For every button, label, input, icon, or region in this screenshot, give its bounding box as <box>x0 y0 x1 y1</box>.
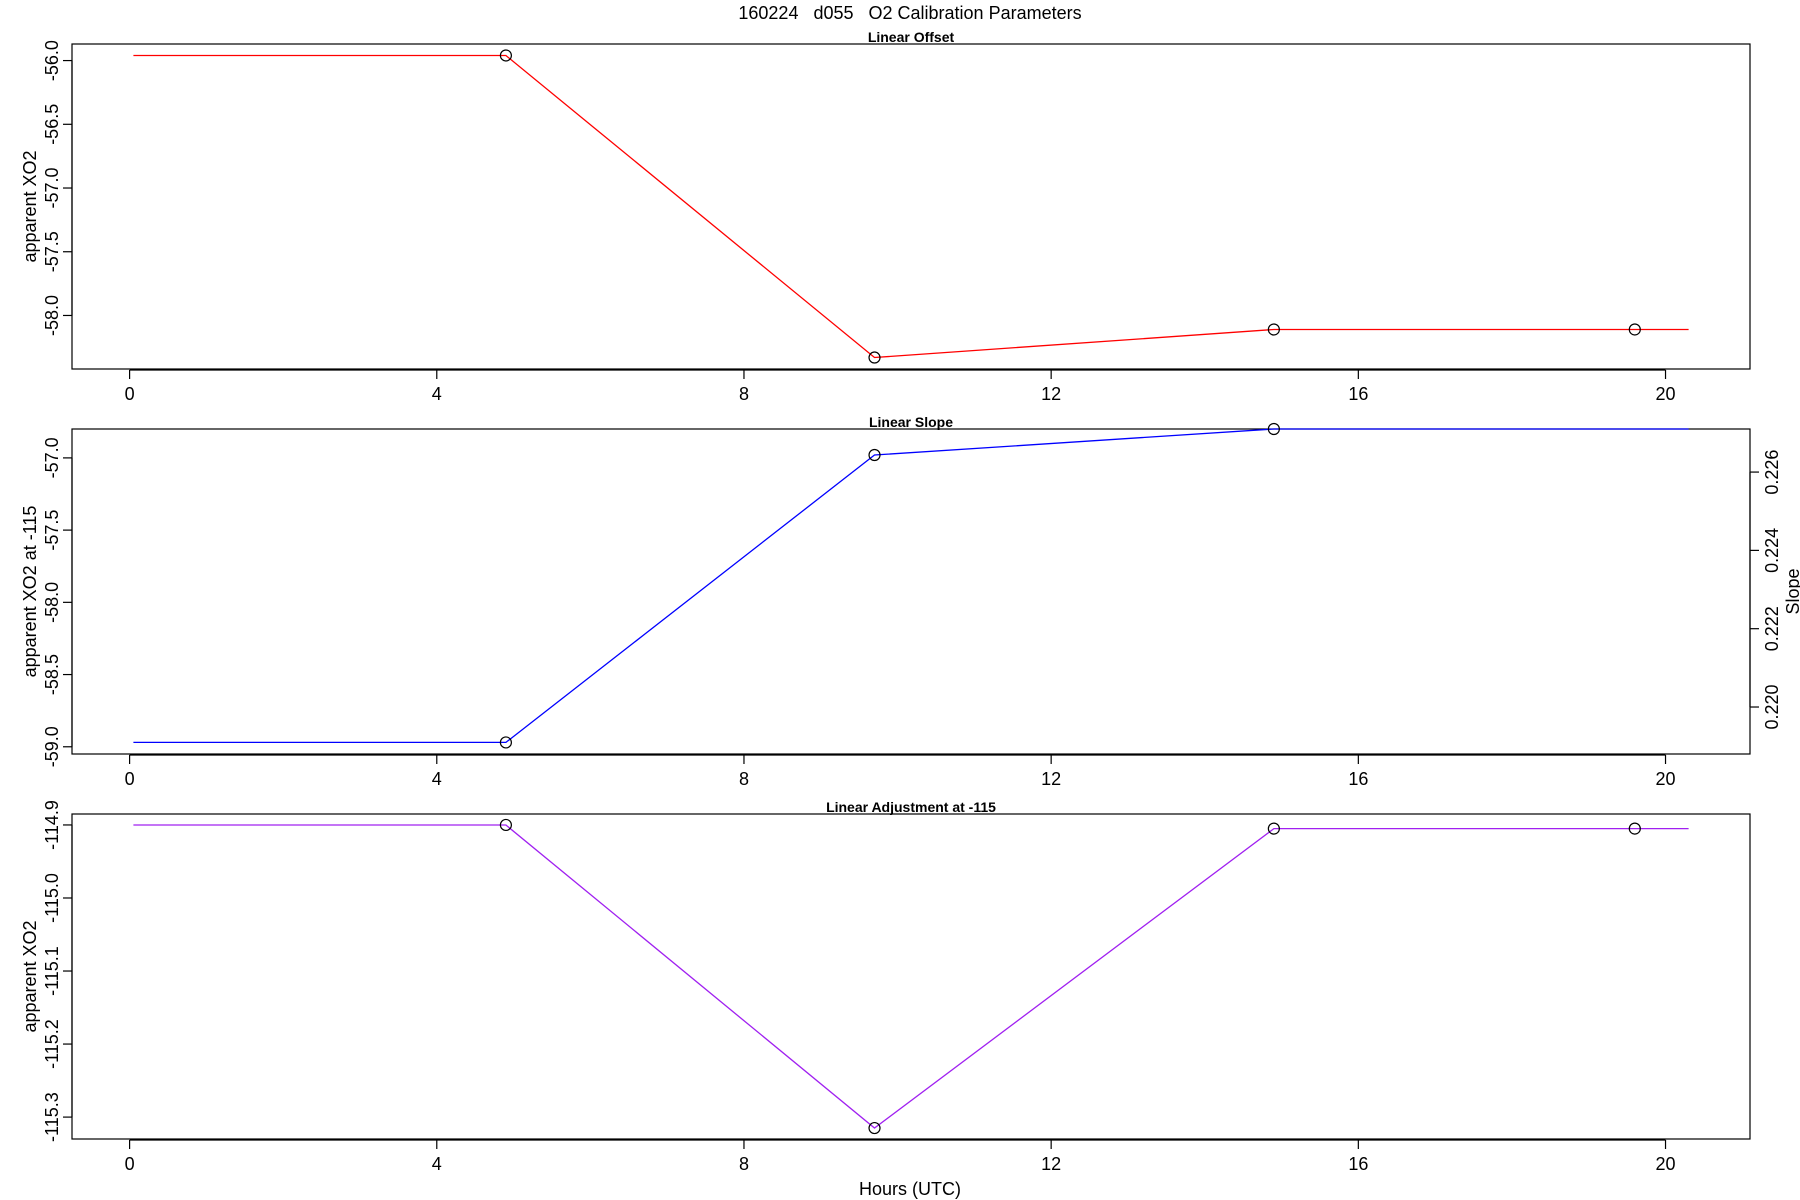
data-point <box>1628 822 1641 835</box>
series-line <box>133 428 1689 744</box>
x-tick-label: 12 <box>1041 1154 1061 1174</box>
x-tick-label: 8 <box>739 384 749 404</box>
y-tick-label: -115.2 <box>42 1019 62 1069</box>
y-tick-label: -57.5 <box>42 231 62 272</box>
y2-axis-label: Slope <box>1783 568 1800 614</box>
y-tick-label: -57.0 <box>42 168 62 209</box>
x-tick-label: 0 <box>125 384 135 404</box>
plot-frame <box>71 43 1751 370</box>
panel-2: Linear Slope 0 4 8 12 16 20 -57.0 -57.5 -58.0 -58.… <box>20 414 1800 789</box>
y-axis-label: apparent XO2 at -115 <box>20 506 40 678</box>
y-tick-label: -56.0 <box>42 40 62 81</box>
main-title: 160224 d055 O2 Calibration Parameters <box>738 3 1081 23</box>
x-tick-label: 16 <box>1348 769 1368 789</box>
x-tick-label: 12 <box>1041 769 1061 789</box>
data-point <box>868 1121 881 1135</box>
series-line <box>133 54 1689 359</box>
y-tick-label: -59.0 <box>42 726 62 767</box>
x-tick-label: 16 <box>1348 384 1368 404</box>
x-tick-label: 8 <box>739 769 749 789</box>
y-tick-label: -115.0 <box>42 873 62 923</box>
y-axis-label: apparent XO2 <box>20 920 40 1032</box>
x-tick-label: 8 <box>739 1154 749 1174</box>
plot-frame <box>71 813 1751 1140</box>
y-axis-label: apparent XO2 <box>20 150 40 262</box>
plot-frame <box>71 428 1751 755</box>
data-point <box>1628 323 1641 336</box>
y-tick-label: -58.5 <box>42 654 62 695</box>
x-tick-label: 20 <box>1656 1154 1676 1174</box>
data-point <box>1267 822 1280 835</box>
y-tick-label: -115.3 <box>42 1092 62 1142</box>
y-tick-label: -58.0 <box>42 582 62 623</box>
panels: Linear Offset 0 4 8 12 16 20 -56.0 -56.5 -57.0 -57… <box>20 29 1800 1174</box>
data-point <box>499 818 512 832</box>
y2-tick-label: 0.224 <box>1762 528 1782 573</box>
panel-3: Linear Adjustment at -115 0 4 8 12 16 20 -114.9… <box>20 799 1751 1174</box>
x-tick-label: 16 <box>1348 1154 1368 1174</box>
panel-title: Linear Adjustment at -115 <box>826 799 996 815</box>
y-tick-label: -115.1 <box>42 946 62 996</box>
panel-title: Linear Offset <box>868 29 955 45</box>
y-tick-label: -57.5 <box>42 510 62 551</box>
y2-tick-label: 0.220 <box>1762 684 1782 729</box>
panel-1: Linear Offset 0 4 8 12 16 20 -56.0 -56.5 -57.0 -57… <box>20 29 1751 404</box>
data-point <box>868 448 881 462</box>
y-tick-label: -57.0 <box>42 437 62 478</box>
x-axis-label: Hours (UTC) <box>859 1179 961 1199</box>
x-tick-label: 4 <box>432 384 442 404</box>
data-point <box>499 736 512 749</box>
x-tick-label: 4 <box>432 769 442 789</box>
y2-tick-label: 0.226 <box>1762 450 1782 495</box>
x-tick-label: 0 <box>125 1154 135 1174</box>
series-line <box>133 824 1689 1129</box>
x-tick-label: 0 <box>125 769 135 789</box>
x-tick-label: 20 <box>1656 384 1676 404</box>
data-point <box>499 49 512 62</box>
y-tick-label: -56.5 <box>42 104 62 145</box>
y2-tick-label: 0.222 <box>1762 606 1782 651</box>
x-tick-label: 20 <box>1656 769 1676 789</box>
panel-title: Linear Slope <box>869 414 953 430</box>
y-tick-label: -58.0 <box>42 295 62 336</box>
y-tick-label: -114.9 <box>42 800 62 850</box>
data-point <box>868 351 881 364</box>
x-tick-label: 4 <box>432 1154 442 1174</box>
x-tick-label: 12 <box>1041 384 1061 404</box>
data-point <box>1267 422 1280 436</box>
data-point <box>1267 323 1280 336</box>
